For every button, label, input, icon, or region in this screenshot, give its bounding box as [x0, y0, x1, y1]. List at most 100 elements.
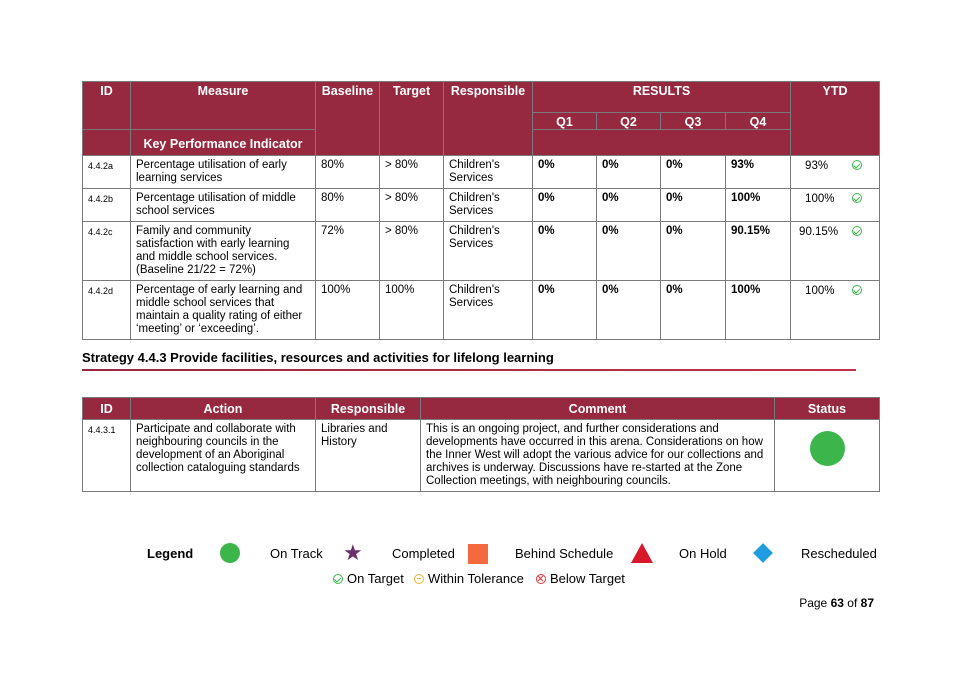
row-q3: 0% — [660, 155, 726, 189]
header-comment: Comment — [420, 397, 775, 420]
row-q4: 90.15% — [724, 221, 792, 281]
page-number: Page 63 of 87 — [799, 596, 874, 610]
row-id: 4.4.2c — [82, 221, 131, 281]
row-ytd: 90.15% — [790, 221, 881, 281]
row-ytd-value: 90.15% — [799, 226, 839, 238]
row-measure: Percentage utilisation of early learning… — [130, 155, 316, 189]
on-target-icon — [333, 574, 343, 584]
legend-completed: Completed — [392, 546, 455, 561]
legend-on-track: On Track — [270, 546, 323, 561]
row-q2: 0% — [596, 280, 661, 340]
row-q2: 0% — [596, 188, 661, 222]
legend-behind-schedule: Behind Schedule — [515, 546, 614, 561]
row-action: Participate and collaborate with neighbo… — [130, 419, 316, 492]
header-responsible: Responsible — [443, 81, 533, 156]
row-q2: 0% — [596, 221, 661, 281]
behind-schedule-square-icon — [468, 544, 488, 564]
row-ytd: 100% — [790, 188, 881, 222]
legend-on-hold: On Hold — [679, 546, 727, 561]
header-action: Action — [130, 397, 316, 420]
header-results-spacer — [531, 129, 792, 156]
row-baseline: 80% — [315, 188, 380, 222]
header-q3: Q3 — [660, 112, 726, 130]
row-status — [774, 419, 880, 492]
rescheduled-diamond-icon — [753, 543, 773, 563]
row-id: 4.4.2d — [82, 280, 131, 340]
table-row: 4.4.2c Family and community satisfaction… — [82, 221, 881, 281]
row-ytd-value: 100% — [805, 285, 835, 297]
row-q4: 100% — [724, 188, 792, 222]
legend-on-target: On Target — [347, 571, 404, 586]
row-responsible: Children's Services — [443, 280, 533, 340]
row-target: > 80% — [379, 155, 444, 189]
row-id: 4.4.2b — [82, 188, 131, 222]
row-target: 100% — [379, 280, 444, 340]
header-ytd: YTD — [790, 81, 881, 156]
table-row: 4.4.3.1 Participate and collaborate with… — [82, 419, 880, 492]
row-q1: 0% — [532, 155, 597, 189]
row-measure: Percentage of early learning and middle … — [130, 280, 316, 340]
row-q3: 0% — [660, 188, 726, 222]
header-q2: Q2 — [596, 112, 661, 130]
legend-on-target-item: On Target — [333, 571, 404, 586]
on-track-status-icon — [809, 431, 845, 466]
on-target-icon — [852, 226, 863, 236]
header-baseline: Baseline — [315, 81, 380, 156]
row-responsible: Children's Services — [443, 155, 533, 189]
within-tolerance-icon — [414, 574, 424, 584]
on-target-icon — [852, 193, 863, 203]
row-baseline: 72% — [315, 221, 380, 281]
legend: Legend On Track ★ Completed Behind Sched… — [0, 540, 955, 600]
row-q1: 0% — [532, 280, 597, 340]
page-current: 63 — [830, 596, 844, 610]
on-target-icon — [852, 160, 863, 170]
row-q1: 0% — [532, 188, 597, 222]
row-q4: 93% — [724, 155, 792, 189]
kpi-table: ID Measure Baseline Target Responsible R… — [82, 81, 881, 340]
row-id: 4.4.2a — [82, 155, 131, 189]
row-target: > 80% — [379, 188, 444, 222]
strategy-heading: Strategy 4.4.3 Provide facilities, resou… — [82, 350, 554, 365]
header-status: Status — [774, 397, 880, 420]
row-q4: 100% — [724, 280, 792, 340]
legend-title: Legend — [147, 546, 194, 561]
on-hold-triangle-icon — [631, 543, 653, 563]
legend-below-target: Below Target — [550, 571, 625, 586]
row-ytd-value: 100% — [805, 193, 835, 205]
completed-star-icon: ★ — [343, 540, 363, 565]
row-baseline: 100% — [315, 280, 380, 340]
header-q1: Q1 — [532, 112, 597, 130]
row-q1: 0% — [532, 221, 597, 281]
row-ytd: 100% — [790, 280, 881, 340]
row-ytd-value: 93% — [805, 160, 829, 172]
table-row: 4.4.2b Percentage utilisation of middle … — [82, 188, 881, 222]
action-table: ID Action Responsible Comment Status 4.4… — [82, 397, 880, 492]
row-target: > 80% — [379, 221, 444, 281]
legend-rescheduled: Rescheduled — [801, 546, 877, 561]
header-id: ID — [82, 397, 131, 420]
row-measure: Family and community satisfaction with e… — [130, 221, 316, 281]
page-prefix: Page — [799, 596, 828, 610]
header-target: Target — [379, 81, 444, 156]
header-measure: Measure — [130, 81, 316, 130]
legend-within-tolerance: Within Tolerance — [428, 571, 524, 586]
legend-below-target-item: Below Target — [536, 571, 625, 586]
header-responsible: Responsible — [315, 397, 421, 420]
header-results: RESULTS — [531, 81, 792, 113]
header-q4: Q4 — [724, 112, 792, 130]
row-q3: 0% — [660, 221, 726, 281]
row-responsible: Children's Services — [443, 221, 533, 281]
page-total: 87 — [860, 596, 874, 610]
row-id: 4.4.3.1 — [82, 419, 131, 492]
table-row: 4.4.2d Percentage of early learning and … — [82, 280, 881, 340]
row-q2: 0% — [596, 155, 661, 189]
header-kpi-spacer — [82, 129, 131, 156]
row-responsible: Libraries and History — [315, 419, 421, 492]
header-id: ID — [82, 81, 131, 130]
row-q3: 0% — [660, 280, 726, 340]
row-responsible: Children's Services — [443, 188, 533, 222]
row-baseline: 80% — [315, 155, 380, 189]
below-target-icon — [536, 574, 546, 584]
row-comment: This is an ongoing project, and further … — [420, 419, 775, 492]
page-separator: of — [847, 596, 858, 610]
